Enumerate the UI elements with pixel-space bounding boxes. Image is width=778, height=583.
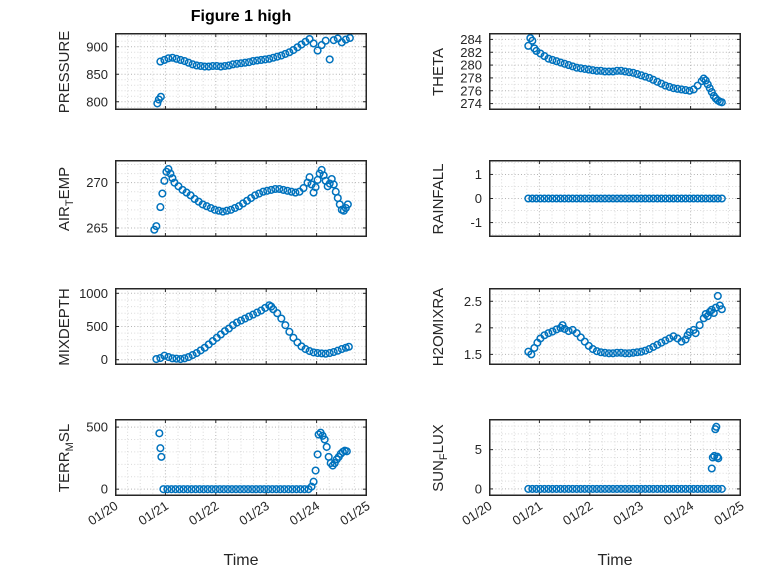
figure-title: Figure 1 high — [190, 8, 292, 25]
svg-text:278: 278 — [460, 70, 482, 85]
svg-text:0: 0 — [101, 352, 108, 367]
svg-text:01/24: 01/24 — [661, 498, 696, 528]
chart-pressure: PRESSURE 800 850 900 — [56, 30, 367, 113]
svg-text:0: 0 — [101, 482, 108, 497]
svg-text:1.5: 1.5 — [464, 347, 482, 362]
x-axis-title-right: Time — [597, 552, 633, 569]
svg-text:01/20: 01/20 — [459, 498, 494, 528]
svg-text:2: 2 — [475, 320, 482, 335]
y-axis-label-terrmsl: TERRMSL — [56, 423, 76, 492]
svg-text:280: 280 — [460, 58, 482, 73]
chart-sunflux: SUNFLUX 0 5 01/20 01/21 01/22 01/23 01/24 01/25 — [430, 419, 747, 528]
svg-text:01/20: 01/20 — [85, 498, 120, 528]
svg-text:1000: 1000 — [79, 286, 108, 301]
svg-text:01/23: 01/23 — [236, 498, 271, 528]
svg-text:500: 500 — [86, 420, 108, 435]
svg-text:01/24: 01/24 — [287, 498, 322, 528]
svg-text:1: 1 — [475, 167, 482, 182]
svg-text:0: 0 — [475, 191, 482, 206]
svg-text:284: 284 — [460, 32, 482, 47]
mixdepth-plot: 0 500 1000 — [79, 286, 367, 367]
svg-text:850: 850 — [86, 67, 108, 82]
chart-terrmsl: TERRMSL 0 500 01/20 01/21 01/22 01/23 01/24 01/… — [56, 419, 373, 528]
svg-text:01/25: 01/25 — [337, 498, 372, 528]
svg-text:800: 800 — [86, 94, 108, 109]
terrmsl-plot: 0 500 01/20 01/21 01/22 01/23 01/24 01/25 — [85, 419, 373, 528]
svg-text:276: 276 — [460, 83, 482, 98]
svg-text:274: 274 — [460, 96, 482, 111]
svg-text:5: 5 — [475, 442, 482, 457]
chart-theta: THETA 274 276 278 280 282 284 — [430, 32, 741, 111]
rainfall-plot: -1 0 1 — [470, 160, 741, 237]
svg-text:2.5: 2.5 — [464, 294, 482, 309]
airtemp-plot: 265 270 — [86, 160, 367, 237]
sunflux-plot: 0 5 01/20 01/21 01/22 01/23 01/24 01/25 — [459, 419, 747, 528]
y-axis-label-sunflux: SUNFLUX — [430, 423, 450, 492]
chart-h2omixra: H2OMIXRA 1.5 2 2.5 — [430, 287, 741, 366]
svg-text:01/23: 01/23 — [610, 498, 645, 528]
svg-text:01/25: 01/25 — [711, 498, 746, 528]
x-axis-title-left: Time — [223, 552, 259, 569]
svg-text:01/22: 01/22 — [560, 498, 595, 528]
svg-text:282: 282 — [460, 45, 482, 60]
chart-airtemp: AIRTEMP 265 270 — [56, 160, 367, 237]
svg-text:500: 500 — [86, 319, 108, 334]
svg-text:01/22: 01/22 — [186, 498, 221, 528]
chart-rainfall: RAINFALL -1 0 1 — [430, 160, 741, 237]
svg-text:900: 900 — [86, 39, 108, 54]
svg-text:270: 270 — [86, 175, 108, 190]
svg-text:-1: -1 — [470, 215, 482, 230]
svg-text:01/21: 01/21 — [136, 498, 171, 528]
h2omixra-plot: 1.5 2 2.5 — [464, 288, 741, 365]
svg-text:265: 265 — [86, 220, 108, 235]
pressure-plot: 800 850 900 — [86, 33, 367, 110]
svg-text:01/21: 01/21 — [510, 498, 545, 528]
chart-mixdepth: MIXDEPTH 0 500 1000 — [56, 286, 367, 367]
svg-text:0: 0 — [475, 481, 482, 496]
